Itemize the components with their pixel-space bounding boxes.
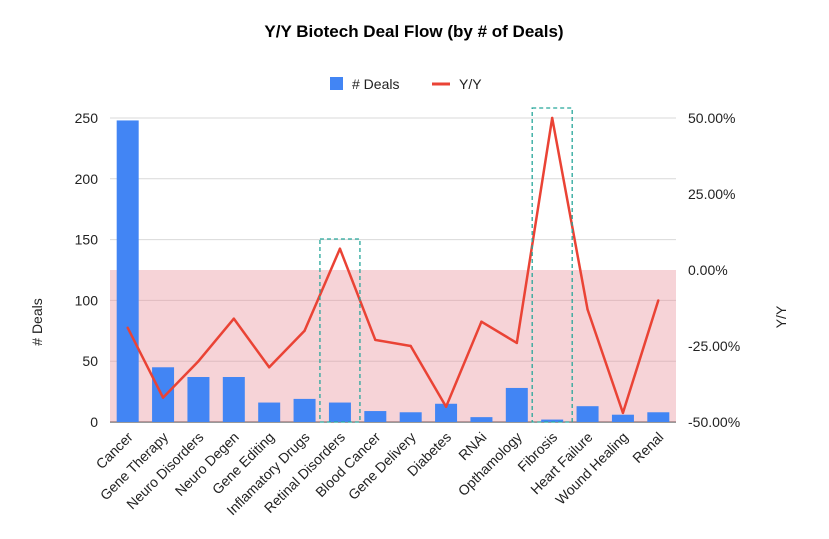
yy-point-blood-cancer (374, 338, 377, 342)
bar-renal (647, 412, 670, 422)
left-tick-label: 50 (82, 353, 98, 369)
chart-title: Y/Y Biotech Deal Flow (by # of Deals) (264, 22, 563, 41)
bar-gene-editing (258, 402, 281, 422)
right-tick-label: -50.00% (688, 414, 740, 430)
yy-point-neuro-disorders (197, 360, 200, 363)
yy-point-opthamology (515, 341, 519, 345)
bar-wound-healing (611, 414, 634, 422)
bar-heart-failure (576, 406, 599, 422)
bar-diabetes (435, 403, 458, 422)
bars (116, 120, 670, 422)
yy-point-cancer (126, 326, 129, 329)
yy-point-neuro-degen (232, 317, 236, 320)
bar-blood-cancer (364, 411, 387, 422)
bar-gene-therapy (152, 367, 175, 422)
left-tick-label: 150 (75, 232, 99, 248)
right-axis-ticks: -50.00% -25.00% 0.00% 25.00% 50.00% (688, 110, 740, 430)
right-tick-label: -25.00% (688, 338, 740, 354)
right-tick-label: 25.00% (688, 186, 735, 202)
yy-point-fibrosis (550, 116, 554, 120)
bar-gene-delivery (399, 412, 422, 422)
yy-point-renal (657, 299, 660, 302)
yy-point-diabetes (444, 405, 448, 408)
left-tick-label: 200 (75, 171, 99, 187)
bar-cancer (116, 120, 139, 422)
yy-point-rnai (480, 320, 483, 323)
legend: # Deals Y/Y (330, 76, 482, 92)
legend-label-deals: # Deals (352, 76, 399, 92)
bar-inflamatory-drugs (293, 398, 316, 422)
left-axis-title: # Deals (29, 298, 45, 345)
bar-fibrosis (541, 419, 564, 422)
yy-point-heart-failure (586, 308, 589, 311)
yy-point-wound-healing (621, 411, 625, 415)
right-tick-label: 50.00% (688, 110, 735, 126)
yy-point-gene-editing (267, 366, 271, 369)
bar-opthamology (505, 387, 528, 422)
highlight-boxes (319, 107, 573, 423)
yy-line-path (126, 116, 660, 415)
yy-point-inflamatory-drugs (303, 329, 306, 332)
bar-retinal-disorders (328, 402, 351, 422)
left-axis-ticks: 0 50 100 150 200 250 (75, 110, 99, 430)
highlight-box-fibrosis (531, 107, 573, 423)
bar-rnai (470, 417, 493, 422)
left-tick-label: 0 (90, 414, 98, 430)
right-tick-label: 0.00% (688, 262, 728, 278)
yy-line (126, 116, 660, 415)
yy-point-gene-therapy (161, 396, 165, 399)
legend-label-yy: Y/Y (459, 76, 482, 92)
left-tick-label: 100 (75, 292, 99, 308)
bar-neuro-disorders (187, 377, 210, 422)
yy-point-retinal-disorders (338, 247, 342, 250)
bar-neuro-degen (222, 377, 245, 422)
legend-swatch-deals (330, 77, 343, 90)
x-tick-label: Renal (629, 429, 666, 466)
left-tick-label: 250 (75, 110, 99, 126)
yy-point-gene-delivery (409, 344, 412, 348)
right-axis-title: Y/Y (773, 305, 789, 328)
